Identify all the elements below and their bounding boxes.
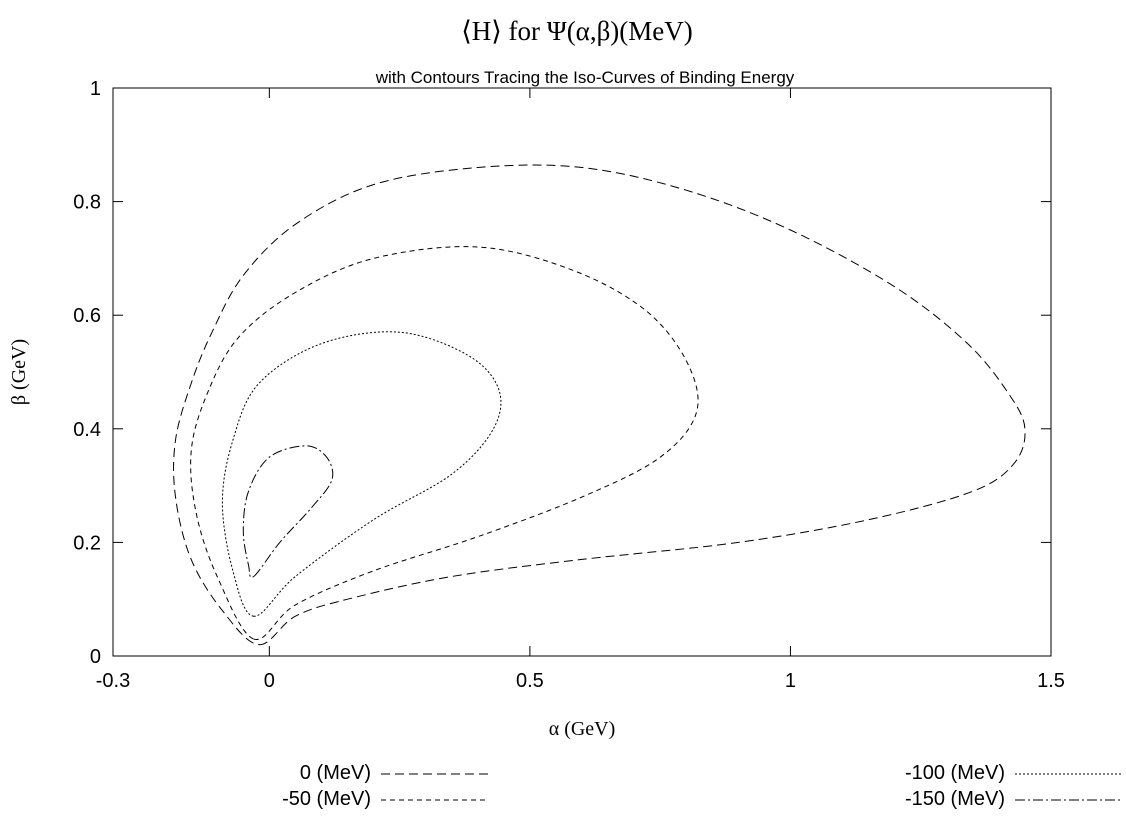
legend: 0 (MeV) -50 (MeV) -100 (MeV) -150 (MeV) (282, 762, 1123, 810)
contour-line-0 (173, 164, 1026, 646)
y-tick-label: 0.2 (73, 532, 101, 554)
y-tick-label: 0 (90, 646, 101, 668)
legend-item: -150 (MeV) (905, 788, 1123, 810)
plot-frame (112, 87, 1052, 657)
x-tick-label: -0.3 (96, 670, 130, 692)
contour-line-1 (190, 246, 699, 640)
x-tick-label: 0.5 (516, 670, 544, 692)
legend-label: -50 (MeV) (282, 788, 371, 810)
x-tick-label: 0 (264, 670, 275, 692)
chart-title: ⟨H⟩ for Ψ(α,β)(MeV) (461, 16, 693, 46)
chart-subtitle: with Contours Tracing the Iso-Curves of … (375, 68, 795, 87)
x-tick-label: 1.5 (1037, 670, 1065, 692)
y-tick-label: 0.4 (73, 419, 101, 441)
axis-ticks: -0.3 0 0.5 1 1.500.20.40.60.81 (73, 78, 1065, 692)
legend-item: 0 (MeV) (300, 762, 489, 784)
contour-line-3 (242, 445, 334, 578)
y-tick-label: 1 (90, 78, 101, 100)
legend-label: -150 (MeV) (905, 788, 1005, 810)
y-tick-label: 0.6 (73, 305, 101, 327)
y-tick-label: 0.8 (73, 192, 101, 214)
x-tick-label: 1 (785, 670, 796, 692)
y-axis-label: β (GeV) (8, 339, 30, 405)
legend-label: -100 (MeV) (905, 762, 1005, 784)
contour-line-2 (221, 331, 502, 617)
legend-label: 0 (MeV) (300, 762, 371, 784)
legend-item: -100 (MeV) (905, 762, 1123, 784)
contour-series-layer (173, 164, 1026, 646)
x-axis-label: α (GeV) (549, 718, 616, 740)
legend-item: -50 (MeV) (282, 788, 489, 810)
